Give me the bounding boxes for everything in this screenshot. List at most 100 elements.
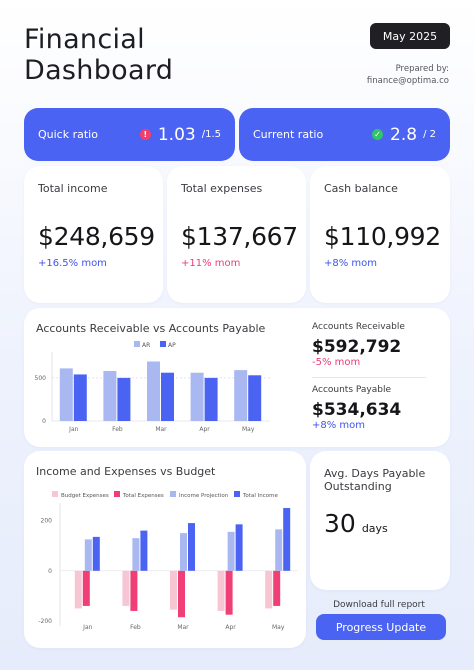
bar-ap xyxy=(117,377,131,421)
kpi-label: Cash balance xyxy=(324,182,398,195)
x-tick-label: Jan xyxy=(82,624,92,631)
prepared-by-email: finance@optima.co xyxy=(366,76,449,86)
bar-ar xyxy=(190,372,204,421)
bar-ar xyxy=(147,361,160,421)
bar-ar xyxy=(59,368,73,421)
download-report-link[interactable]: Download full report xyxy=(333,600,425,610)
kpi-label: Total income xyxy=(38,182,108,195)
bar-budget-expenses xyxy=(217,570,225,611)
date-badge[interactable]: May 2025 xyxy=(370,23,450,49)
y-tick-label: 500 xyxy=(35,375,47,382)
kpi-value: $137,667 xyxy=(181,222,298,251)
dpo-value: 30 xyxy=(324,509,356,538)
current-ratio-card: Current ratio ✓ 2.8 / 2 xyxy=(239,108,450,161)
bar-total-expenses xyxy=(130,570,138,611)
legend-label: Total Income xyxy=(242,493,278,499)
receivable-change: -5% mom xyxy=(312,357,361,368)
kpi-value: $110,992 xyxy=(324,222,441,251)
x-tick-label: May xyxy=(242,426,255,433)
legend-label: Total Expenses xyxy=(122,493,164,499)
bar-income-projection xyxy=(132,538,140,571)
bar-total-income xyxy=(140,530,148,571)
quick-ratio-value: 1.03 xyxy=(157,124,196,145)
budget-card: Income and Expenses vs Budget Budget Exp… xyxy=(24,451,306,648)
cash-balance-card: Cash balance $110,992 +8% mom xyxy=(310,166,450,303)
dpo-unit: days xyxy=(361,522,388,535)
bar-total-expenses xyxy=(225,570,233,615)
current-ratio-value: 2.8 xyxy=(390,124,418,145)
bar-total-income xyxy=(283,508,291,571)
legend-label: AP xyxy=(168,342,176,349)
bar-ap xyxy=(161,372,174,421)
legend-swatch xyxy=(160,341,166,347)
legend-swatch xyxy=(134,341,140,347)
bar-total-income xyxy=(92,536,100,571)
dpo-metric: 30 days xyxy=(324,509,388,538)
bar-ap xyxy=(73,374,87,421)
bar-income-projection xyxy=(275,529,283,571)
kpi-label: Total expenses xyxy=(181,182,263,195)
kpi-value: $248,659 xyxy=(38,222,155,251)
quick-ratio-label: Quick ratio xyxy=(38,128,98,141)
quick-ratio-target: /1.5 xyxy=(201,129,221,140)
title-line-2: Dashboard xyxy=(24,55,174,86)
kpi-change: +16.5% mom xyxy=(38,258,107,269)
ar-ap-title: Accounts Receivable vs Accounts Payable xyxy=(36,322,266,335)
legend-swatch xyxy=(52,491,58,497)
bar-total-expenses xyxy=(273,570,281,606)
bar-ap xyxy=(248,375,262,421)
title-line-1: Financial xyxy=(24,24,145,55)
alert-icon: ! xyxy=(139,129,151,140)
x-tick-label: Apr xyxy=(199,426,210,433)
current-ratio-label: Current ratio xyxy=(253,128,324,141)
bar-ar xyxy=(103,370,117,421)
bar-total-expenses xyxy=(82,570,90,606)
progress-update-button[interactable]: Progress Update xyxy=(316,614,446,640)
bar-income-projection xyxy=(227,531,235,571)
budget-title: Income and Expenses vs Budget xyxy=(36,465,216,478)
x-tick-label: May xyxy=(272,624,285,631)
kpi-change: +11% mom xyxy=(181,258,241,269)
x-tick-label: Feb xyxy=(130,624,141,631)
bar-total-income xyxy=(235,524,243,571)
y-tick-label: 0 xyxy=(48,568,52,575)
bar-total-expenses xyxy=(178,570,185,618)
legend-swatch xyxy=(234,491,240,497)
legend-swatch xyxy=(114,491,120,497)
total-expenses-card: Total expenses $137,667 +11% mom xyxy=(167,166,306,303)
dpo-label: Avg. Days Payable Outstanding xyxy=(324,467,426,493)
bar-ar xyxy=(234,370,248,421)
check-icon: ✓ xyxy=(372,129,384,140)
ar-ap-chart: AR AP 0 500 Jan Feb Mar Apr May xyxy=(35,341,270,433)
divider xyxy=(312,377,426,378)
payable-change: +8% mom xyxy=(312,420,366,431)
x-tick-label: Mar xyxy=(155,426,167,433)
receivable-value: $592,792 xyxy=(312,337,402,357)
legend-label: AR xyxy=(142,342,150,349)
receivable-label: Accounts Receivable xyxy=(312,322,405,332)
bar-income-projection xyxy=(84,539,92,571)
prepared-by-label: Prepared by: xyxy=(395,64,449,74)
budget-chart: Budget Expenses Total Expenses Income Proj… xyxy=(38,491,298,631)
kpi-change: +8% mom xyxy=(324,258,378,269)
legend-label: Income Projection xyxy=(179,493,229,499)
payable-value: $534,634 xyxy=(312,400,402,420)
page-title: Financial Dashboard xyxy=(24,24,173,86)
bar-income-projection xyxy=(180,533,187,571)
quick-ratio-card: Quick ratio ! 1.03 /1.5 xyxy=(24,108,235,161)
bar-total-income xyxy=(188,523,195,571)
y-tick-label: -200 xyxy=(38,618,52,625)
x-tick-label: Mar xyxy=(177,624,189,631)
bar-budget-expenses xyxy=(265,570,273,609)
prepared-by: Prepared by: finance@optima.co xyxy=(367,63,449,87)
payable-label: Accounts Payable xyxy=(312,385,392,395)
x-tick-label: Apr xyxy=(225,624,236,631)
total-income-card: Total income $248,659 +16.5% mom xyxy=(24,166,163,303)
y-tick-label: 200 xyxy=(41,518,53,525)
y-tick-label: 0 xyxy=(42,418,46,425)
ar-ap-card: Accounts Receivable vs Accounts Payable … xyxy=(24,308,450,447)
x-tick-label: Jan xyxy=(68,426,78,433)
legend-label: Budget Expenses xyxy=(61,493,109,499)
bar-budget-expenses xyxy=(170,570,177,610)
bar-budget-expenses xyxy=(122,570,130,606)
